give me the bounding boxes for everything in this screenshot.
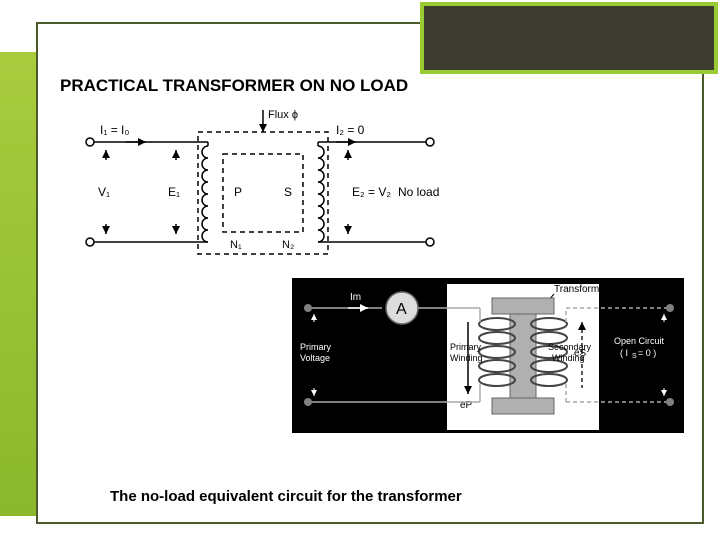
svg-text:Flux ϕ: Flux ϕ: [268, 109, 298, 121]
d1-left-current: I₁ = I₀: [100, 123, 129, 137]
svg-text:S: S: [632, 353, 637, 360]
svg-text:Secondary: Secondary: [548, 342, 592, 352]
svg-text:( I: ( I: [620, 348, 628, 358]
svg-text:= 0 ): = 0 ): [638, 348, 656, 358]
d2-ammeter: A: [396, 301, 407, 318]
svg-text:Winding: Winding: [552, 353, 585, 363]
diagram-transformer-schematic: Flux ϕ: [68, 104, 450, 274]
diagram-transformer-photo: Transformer eP eS A: [292, 278, 684, 433]
d1-e2v2: E₂ = V₂: [352, 185, 391, 199]
corner-decoration: [420, 2, 718, 74]
d1-noload: No load: [398, 185, 439, 199]
d1-p: P: [234, 185, 242, 199]
svg-text:Primary: Primary: [300, 342, 331, 352]
left-green-bar: [0, 52, 36, 516]
slide-caption: The no-load equivalent circuit for the t…: [110, 488, 462, 505]
d1-n2: N₂: [282, 239, 294, 251]
d1-right-current: I₂ = 0: [336, 123, 365, 137]
d2-im: Im: [350, 292, 361, 303]
d1-n1: N₁: [230, 239, 242, 251]
d1-e1: E₁: [168, 185, 180, 199]
svg-text:Open Circuit: Open Circuit: [614, 336, 665, 346]
d1-v1: V₁: [98, 185, 110, 199]
svg-text:Primary: Primary: [450, 342, 481, 352]
svg-text:Winding: Winding: [450, 353, 483, 363]
slide-title: PRACTICAL TRANSFORMER ON NO LOAD: [60, 76, 408, 96]
d1-s: S: [284, 185, 292, 199]
svg-text:Voltage: Voltage: [300, 353, 330, 363]
d2-transformer-label: Transformer: [554, 284, 609, 295]
